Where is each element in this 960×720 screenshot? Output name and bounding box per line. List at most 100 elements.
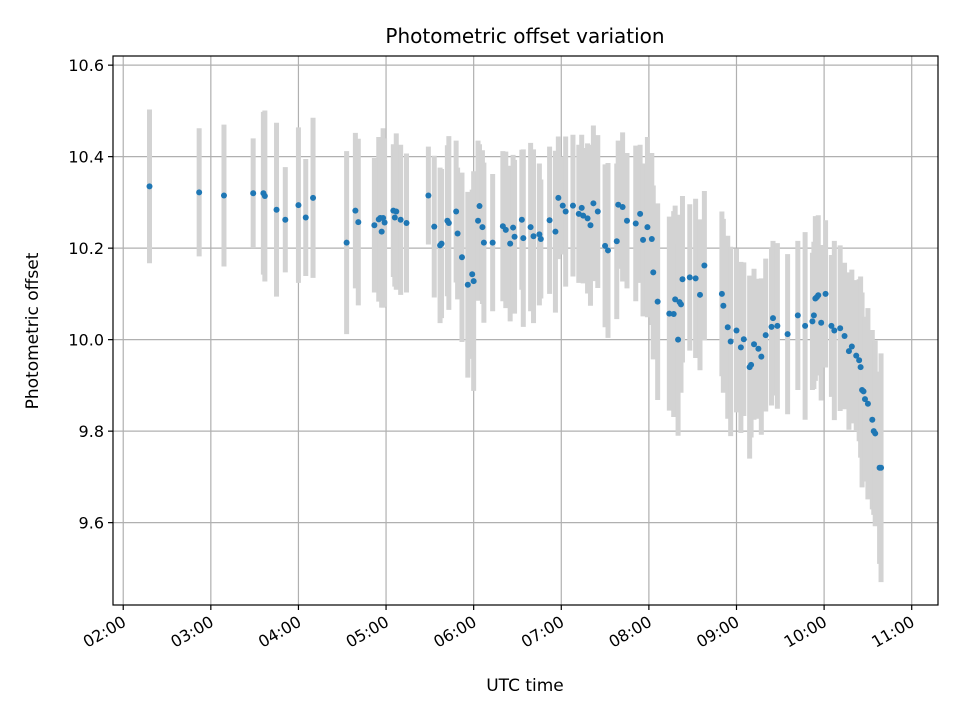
y-tick-label: 10.2 (68, 239, 104, 258)
data-point (502, 226, 509, 233)
data-point (720, 302, 727, 309)
data-point (822, 290, 829, 297)
data-point (584, 215, 591, 222)
data-point (602, 242, 609, 249)
data-point (578, 204, 585, 211)
data-point (845, 348, 852, 355)
y-axis-title: Photometric offset (23, 252, 43, 409)
data-point (794, 312, 801, 319)
data-point (605, 247, 611, 254)
data-point (445, 219, 452, 226)
data-point (397, 216, 404, 223)
data-point (552, 228, 559, 235)
data-point (464, 281, 471, 288)
data-point (718, 290, 725, 297)
data-point (273, 206, 280, 213)
data-point (623, 217, 630, 224)
data-point (619, 203, 626, 210)
data-point (848, 343, 855, 350)
data-point (425, 192, 432, 199)
data-point (692, 275, 699, 282)
data-point (453, 208, 460, 215)
data-point (476, 203, 483, 210)
data-point (724, 324, 731, 331)
data-point (869, 416, 876, 423)
data-point (310, 194, 317, 201)
data-point (295, 202, 302, 209)
data-point (856, 357, 863, 364)
data-point (644, 224, 651, 231)
data-point (220, 192, 227, 199)
data-point (480, 239, 487, 246)
data-point (146, 183, 153, 190)
data-point (818, 319, 825, 326)
data-point (562, 208, 569, 215)
data-point (802, 322, 809, 329)
data-point (831, 327, 838, 334)
data-point (632, 220, 639, 227)
data-point (727, 338, 734, 345)
data-point (343, 239, 350, 246)
data-point (261, 192, 268, 199)
data-point (758, 353, 765, 360)
data-point (860, 388, 867, 395)
y-tick-label: 10.4 (68, 148, 104, 167)
data-point (587, 222, 594, 229)
data-point (751, 341, 758, 348)
data-point (250, 190, 257, 197)
data-point (654, 298, 661, 305)
data-point (594, 208, 601, 215)
data-point (403, 219, 410, 226)
data-point (733, 327, 740, 334)
data-point (196, 189, 203, 196)
data-point (518, 216, 525, 223)
data-point (371, 222, 378, 229)
data-point (454, 230, 461, 237)
data-point (580, 212, 587, 219)
data-point (678, 301, 685, 308)
data-point (569, 202, 576, 209)
data-point (701, 262, 708, 269)
data-point (768, 323, 775, 330)
data-point (837, 325, 844, 332)
data-point (475, 217, 482, 224)
data-point (864, 400, 871, 407)
y-tick-label: 9.6 (79, 514, 104, 533)
y-tick-label: 10.6 (68, 56, 104, 75)
data-point (536, 231, 543, 238)
x-axis-title: UTC time (486, 676, 564, 696)
data-point (640, 236, 647, 243)
data-point (380, 214, 387, 221)
y-tick-label: 9.8 (79, 422, 104, 441)
y-axis: 9.6 9.8 10.0 10.2 10.4 10.6 (68, 56, 113, 533)
data-point (470, 278, 477, 285)
data-point (853, 352, 860, 359)
data-point (431, 223, 438, 230)
data-points (146, 183, 885, 471)
y-tick-label: 10.0 (68, 331, 104, 350)
data-point (872, 430, 879, 437)
data-point (762, 332, 769, 339)
data-point (740, 336, 747, 343)
data-point (784, 331, 791, 338)
data-point (458, 254, 465, 261)
data-point (590, 200, 597, 207)
data-point (559, 202, 566, 209)
data-point (510, 224, 517, 231)
data-point (469, 271, 476, 278)
data-point (878, 464, 885, 471)
data-point (666, 310, 673, 317)
chart-title: Photometric offset variation (385, 24, 664, 48)
data-point (637, 210, 644, 217)
data-point (828, 322, 835, 329)
data-point (438, 240, 445, 247)
data-point (613, 238, 620, 245)
data-point (555, 194, 562, 201)
data-point (670, 311, 677, 318)
data-point (352, 207, 359, 214)
data-point (537, 236, 544, 242)
data-point (755, 345, 762, 352)
data-point (391, 214, 398, 221)
data-point (815, 292, 822, 299)
data-point (774, 322, 781, 329)
